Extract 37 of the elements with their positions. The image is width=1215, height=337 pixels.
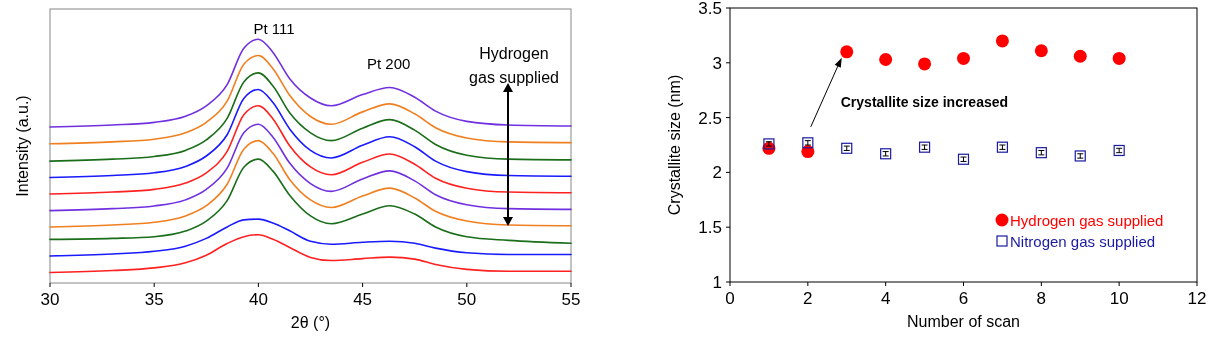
point	[918, 57, 932, 71]
point	[957, 51, 970, 65]
point	[840, 45, 854, 59]
y-tick-label: 2	[712, 163, 722, 183]
annotation: Hydrogen gas supplied	[469, 45, 559, 86]
x-axis-title: 2θ (°)	[290, 314, 331, 331]
text: Pt 111	[253, 19, 295, 37]
x-tick-label: 35	[144, 290, 164, 309]
x-tick-label: 4	[880, 289, 891, 308]
x-axis-title: Number of scan	[907, 313, 1020, 330]
y-tick-label: 2.5	[698, 108, 722, 128]
point	[1073, 49, 1087, 63]
legend-label: Nitrogen gas supplied	[1010, 233, 1156, 250]
x-tick-label: 30	[40, 290, 60, 309]
x-tick-label: 2	[803, 289, 813, 308]
annotation: Crystallite size increased	[840, 93, 1009, 110]
y-tick-label: 1.5	[698, 218, 722, 238]
point	[1112, 51, 1126, 65]
y-tick-label: 3.5	[698, 0, 722, 18]
y-tick-label: 3	[712, 53, 722, 73]
point	[1034, 44, 1048, 58]
y-axis-title: Intensity (a.u.)	[14, 95, 31, 197]
x-tick-label: 0	[725, 289, 735, 308]
annotation: Pt 200	[366, 55, 411, 73]
x-tick-label: 45	[353, 290, 373, 309]
x-tick-label: 8	[1036, 289, 1047, 308]
legend-label: Hydrogen gas supplied	[1010, 212, 1164, 229]
x-tick-label: 10	[1109, 289, 1129, 308]
y-tick-label: 1	[712, 273, 722, 292]
x-tick-label: 40	[248, 290, 268, 309]
x-tick-label: 12	[1187, 289, 1207, 308]
x-tick-label: 50	[457, 290, 477, 309]
x-tick-label: 55	[561, 290, 581, 309]
x-tick-label: 6	[958, 289, 969, 308]
point	[995, 34, 1009, 48]
y-axis-title: Crystallite size (nm)	[666, 74, 683, 216]
point	[879, 53, 893, 67]
